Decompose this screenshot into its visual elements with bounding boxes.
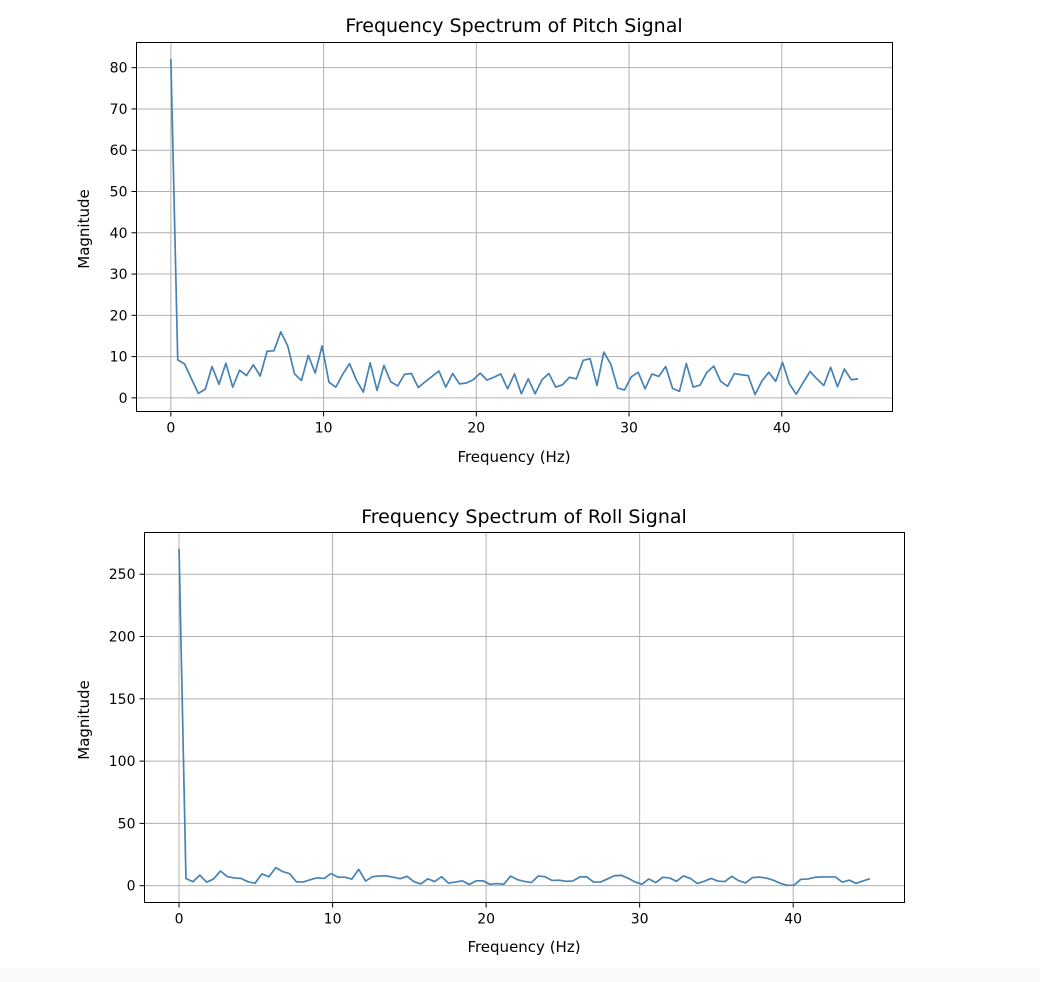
bottom-strip — [0, 968, 1040, 982]
pitch-y-tick-label: 40 — [110, 226, 128, 242]
pitch-y-tick-label: 80 — [110, 61, 128, 77]
pitch-x-axis-label: Frequency (Hz) — [457, 448, 570, 466]
roll-x-tick-label: 30 — [631, 912, 649, 928]
pitch-x-tick-label: 40 — [773, 421, 791, 437]
pitch-chart-title: Frequency Spectrum of Pitch Signal — [345, 15, 682, 37]
roll-y-axis-label: Magnitude — [75, 680, 93, 759]
pitch-series-line — [170, 58, 859, 396]
roll-series-line — [178, 548, 871, 887]
roll-spectrum-chart: Frequency Spectrum of Roll Signal 0 10 20 3… — [75, 506, 905, 956]
pitch-y-tick-label: 60 — [110, 143, 128, 159]
roll-x-tick-label: 0 — [175, 912, 184, 928]
pitch-series — [170, 58, 859, 396]
roll-plot-frame — [144, 532, 905, 903]
pitch-x-tick-label: 0 — [166, 421, 175, 437]
roll-ticks: 0 10 20 30 40 0 50 100 150 200 250 — [109, 567, 802, 927]
roll-x-axis-label: Frequency (Hz) — [467, 938, 580, 956]
roll-x-tick-label: 40 — [784, 912, 802, 928]
pitch-plot-frame — [136, 42, 893, 412]
pitch-y-tick-label: 50 — [110, 185, 128, 201]
roll-series — [178, 548, 871, 887]
pitch-spectrum-chart: Frequency Spectrum of Pitch Signal 0 10 20… — [75, 15, 893, 466]
roll-grid — [144, 532, 905, 903]
pitch-y-axis-label: Magnitude — [75, 189, 93, 268]
pitch-y-tick-label: 0 — [119, 391, 128, 407]
roll-y-tick-label: 100 — [109, 754, 136, 770]
roll-y-tick-label: 50 — [118, 816, 136, 832]
pitch-y-tick-label: 20 — [110, 308, 128, 324]
roll-x-tick-label: 10 — [324, 912, 342, 928]
pitch-y-tick-label: 70 — [110, 102, 128, 118]
pitch-x-tick-label: 10 — [315, 421, 333, 437]
roll-chart-title: Frequency Spectrum of Roll Signal — [361, 506, 687, 528]
roll-y-tick-label: 150 — [109, 692, 136, 708]
pitch-x-tick-label: 20 — [467, 421, 485, 437]
roll-y-tick-label: 0 — [127, 879, 136, 895]
pitch-x-tick-label: 30 — [620, 421, 638, 437]
pitch-ticks: 0 10 20 30 40 0 10 20 30 40 50 60 70 80 — [110, 61, 791, 437]
pitch-grid — [136, 42, 893, 412]
roll-y-tick-label: 250 — [109, 567, 136, 583]
pitch-y-tick-label: 10 — [110, 350, 128, 366]
roll-x-tick-label: 20 — [477, 912, 495, 928]
pitch-y-tick-label: 30 — [110, 267, 128, 283]
roll-y-tick-label: 200 — [109, 630, 136, 646]
